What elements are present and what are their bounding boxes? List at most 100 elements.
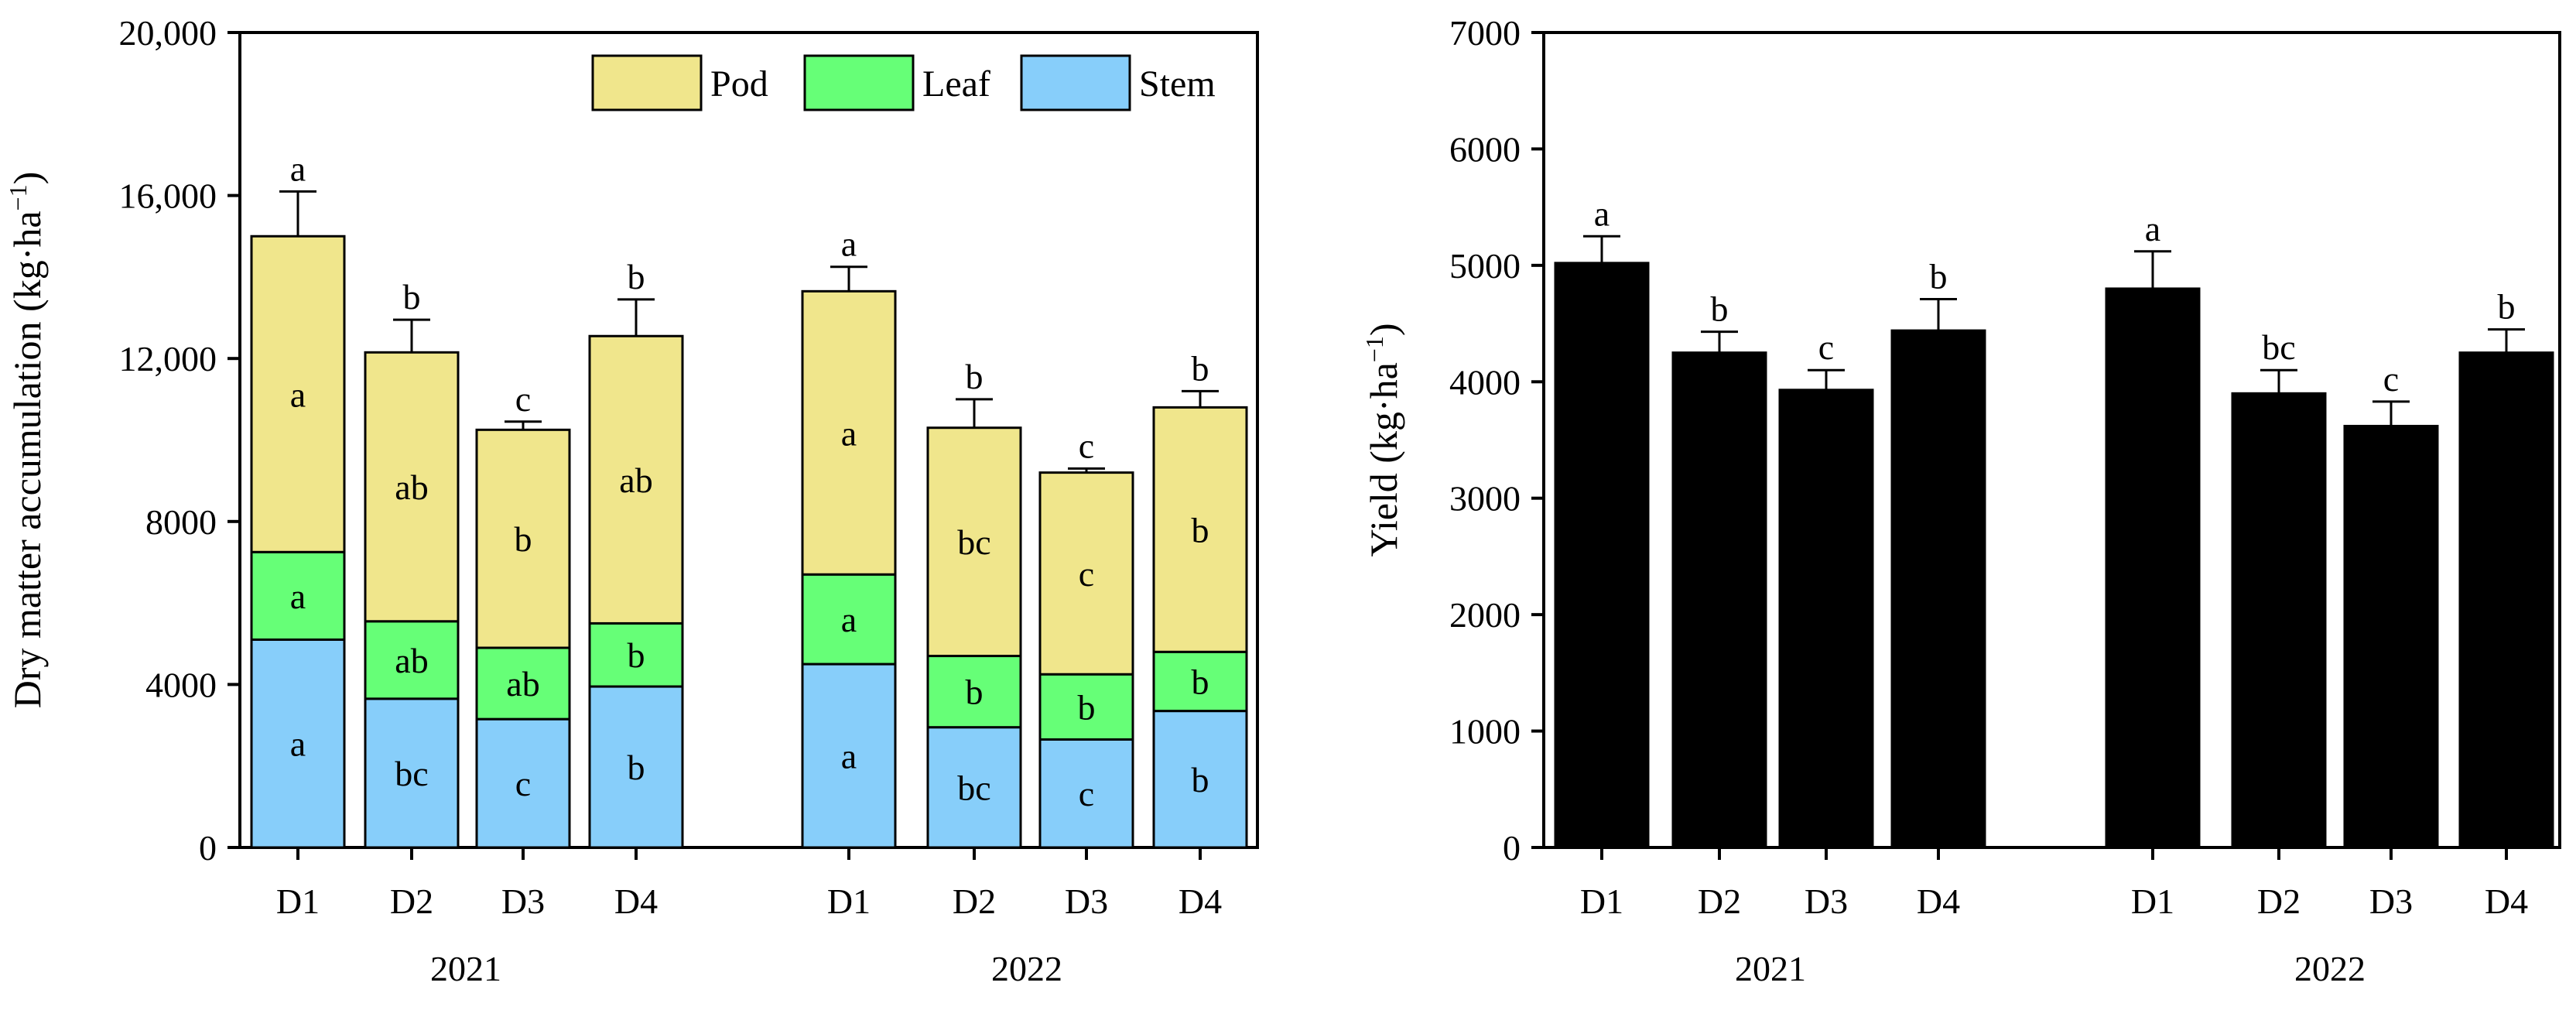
yield-sig-label: b (1711, 289, 1729, 329)
legend-label-leaf: Leaf (922, 63, 990, 104)
sig-label-stem: c (515, 764, 531, 803)
bar-leaf (364, 620, 460, 700)
left-x-tick-label: D3 (501, 882, 545, 921)
bar-leaf (250, 550, 346, 641)
right-y-tick-label: 1000 (1449, 712, 1521, 752)
sig-label-pod: ab (619, 460, 652, 500)
left-plot-frame (238, 31, 1259, 849)
yield-bar (2343, 424, 2439, 849)
left-x-tick-label: D4 (614, 882, 658, 921)
right-y-axis-title: Yield (kg·ha−1) (1360, 323, 1405, 556)
right-group-label: 2021 (1735, 949, 1806, 988)
bar-stem (250, 638, 346, 849)
yield-sig-label: a (1594, 193, 1610, 233)
sig-label-leaf: b (1078, 687, 1096, 727)
sig-label-pod: b (1192, 510, 1209, 550)
bar-stem (801, 662, 897, 849)
sig-label-stem: bc (395, 754, 428, 793)
sig-label-stem: c (1079, 774, 1094, 813)
right-y-tick-label: 0 (1503, 828, 1521, 868)
right-x-tick-label: D3 (2369, 882, 2413, 921)
left-x-tick-label: D4 (1179, 882, 1222, 921)
bar-stem (1152, 710, 1248, 849)
sig-label-total: c (515, 379, 531, 419)
yield-bar (1778, 389, 1874, 849)
bar-leaf (588, 621, 684, 688)
right-x-tick-label: D2 (1698, 882, 1741, 921)
right-y-tick-label: 5000 (1449, 246, 1521, 286)
sig-label-total: b (966, 357, 984, 396)
yield-sig-label: c (2383, 359, 2399, 399)
yield-bar (2105, 287, 2201, 849)
sig-label-total: c (1079, 426, 1094, 465)
right-x-tick-label: D3 (1805, 882, 1848, 921)
bar-pod (801, 289, 897, 576)
yield-sig-label: b (2498, 287, 2516, 327)
sig-label-total: a (290, 149, 306, 188)
bar-stem (475, 717, 571, 849)
sig-label-stem: a (841, 737, 857, 776)
bar-stem (364, 697, 460, 849)
yield-sig-label: a (2145, 209, 2160, 248)
right-group-label: 2022 (2294, 949, 2366, 988)
right-y-tick-label: 4000 (1449, 362, 1521, 402)
sig-label-stem: b (1192, 760, 1209, 799)
left-x-tick-label: D1 (827, 882, 871, 921)
right-y-tick-label: 2000 (1449, 595, 1521, 635)
left-group-label: 2022 (991, 949, 1062, 988)
sig-label-pod: a (290, 375, 306, 414)
bar-stem (1038, 738, 1134, 849)
sig-label-total: b (628, 257, 645, 296)
sig-label-pod: bc (957, 522, 990, 562)
left-y-axis-title-close: ) (5, 172, 49, 185)
yield-chart: 0 1000 2000 3000 4000 5000 6000 7000 D1 D2 D3 D4 202… (1360, 13, 2561, 988)
sig-label-stem: b (628, 748, 645, 787)
legend-swatch-pod (591, 54, 703, 111)
bar-leaf (926, 655, 1022, 729)
sig-label-total: b (1192, 348, 1209, 388)
right-x-tick-label: D1 (1580, 882, 1623, 921)
yield-sig-label: c (1818, 327, 1834, 367)
bar-pod (364, 351, 460, 623)
left-y-tick-label: 16,000 (119, 176, 217, 216)
sig-label-leaf: b (628, 635, 645, 675)
right-x-tick-label: D4 (1917, 882, 1960, 921)
sig-label-leaf: ab (395, 641, 428, 680)
legend: Pod Leaf Stem (591, 54, 1216, 111)
yield-bar (1890, 329, 1986, 849)
sig-label-total: a (841, 224, 857, 264)
right-x-tick-label: D2 (2257, 882, 2301, 921)
sig-label-pod: a (841, 413, 857, 453)
right-y-axis-title-main: Yield (kg·ha (1362, 362, 1405, 556)
right-x-tick-label: D1 (2131, 882, 2174, 921)
sig-label-pod: ab (395, 467, 428, 507)
yield-bar (2231, 392, 2327, 849)
left-y-axis-title: Dry matter accumulation (kg·ha−1) (4, 172, 49, 709)
left-group-label: 2021 (430, 949, 501, 988)
bar-pod (475, 428, 571, 649)
yield-bar (1554, 262, 1650, 849)
left-x-tick-label: D3 (1065, 882, 1108, 921)
bar-stem (926, 726, 1022, 849)
legend-swatch-leaf (803, 54, 915, 111)
left-y-tick-label: 8000 (145, 502, 217, 542)
sig-label-pod: c (1079, 554, 1094, 594)
sig-label-total: b (403, 277, 421, 317)
left-y-tick-label: 4000 (145, 665, 217, 704)
yield-sig-label: b (1930, 256, 1948, 296)
sig-label-stem: bc (957, 768, 990, 807)
sig-label-leaf: b (1192, 662, 1209, 701)
sig-label-leaf: b (966, 673, 984, 712)
legend-label-stem: Stem (1139, 63, 1216, 104)
right-y-tick-label: 6000 (1449, 129, 1521, 169)
left-x-tick-label: D2 (390, 882, 433, 921)
sig-label-stem: a (290, 724, 306, 764)
right-plot-frame (1542, 31, 2561, 849)
right-y-tick-label: 7000 (1449, 13, 1521, 53)
left-x-tick-label: D1 (276, 882, 320, 921)
left-y-tick-label: 12,000 (119, 339, 217, 378)
right-y-axis-title-close: ) (1362, 323, 1405, 336)
left-y-axis-title-sup: −1 (4, 184, 32, 211)
bar-pod (1038, 471, 1134, 676)
